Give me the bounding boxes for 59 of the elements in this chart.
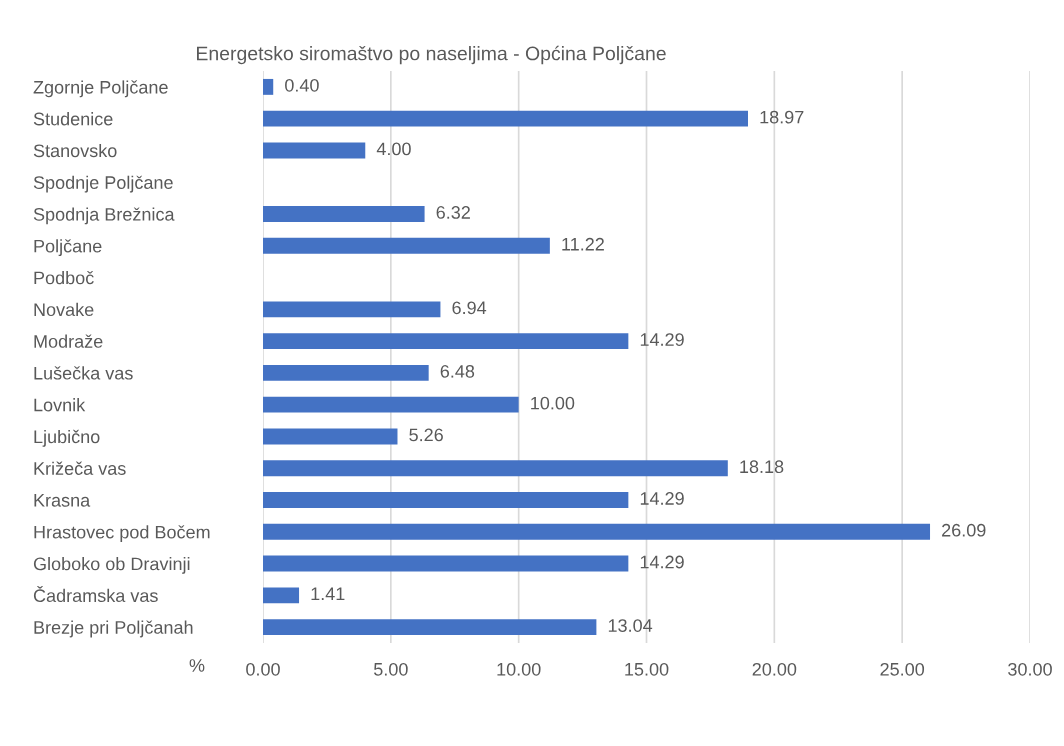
x-tick-label: 20.00 (752, 662, 797, 676)
y-tick-label: Križeča vas (34, 461, 126, 475)
x-tick-label: 5.00 (373, 662, 408, 676)
y-tick-label: Brezje pri Poljčanah (34, 620, 193, 638)
data-label: 18.18 (740, 460, 784, 474)
y-tick-label: Novake (34, 302, 94, 317)
data-label: 26.09 (942, 523, 986, 537)
data-label: 14.29 (640, 492, 684, 505)
y-tick-label: Hrastovec pod Bočem (34, 525, 210, 543)
x-tick-label: 0.00 (246, 662, 280, 676)
y-tick-label: Modraže (34, 334, 103, 348)
y-tick-label: Spodnja Brežnica (33, 207, 175, 225)
data-label: 14.29 (640, 333, 684, 346)
y-tick-label: Stanovsko (33, 143, 117, 158)
y-tick-label: Studenice (33, 112, 113, 126)
y-tick-label: Ljubično (34, 429, 100, 447)
x-tick-label: 15.00 (625, 662, 669, 676)
data-label: 14.29 (640, 555, 684, 569)
data-label: 11.22 (562, 237, 604, 251)
y-tick-label: Krasna (34, 494, 91, 507)
bar (263, 555, 629, 572)
x-tick-label: 10.00 (497, 662, 541, 676)
x-axis-title: % (189, 659, 205, 672)
bar (263, 237, 550, 254)
chart-title: Energetsko siromaštvo po naseljima - Općina Poljčane (197, 45, 666, 65)
bar (263, 78, 274, 95)
bar (263, 333, 629, 350)
bar (263, 619, 597, 636)
bar (263, 364, 429, 381)
y-tick-label: Poljčane (34, 239, 102, 257)
bar (263, 587, 300, 604)
data-label: 6.94 (452, 301, 487, 315)
y-tick-label: Globoko ob Dravinji (33, 557, 190, 574)
data-label: 13.04 (608, 619, 653, 632)
data-label: 0.40 (285, 78, 319, 92)
data-label: 6.48 (440, 364, 475, 378)
bar (263, 301, 441, 318)
bar (263, 142, 366, 159)
data-label: 10.00 (531, 396, 575, 410)
bar (263, 428, 398, 445)
bar (263, 492, 629, 508)
bar (263, 396, 519, 413)
x-tick-label: 25.00 (880, 662, 925, 676)
data-label: 4.00 (376, 142, 411, 156)
data-label: 5.26 (409, 428, 443, 442)
bar (263, 460, 728, 477)
y-tick-label: Podboč (34, 270, 94, 285)
data-label: 1.41 (311, 587, 345, 600)
y-tick-label: Spodnje Poljčane (33, 175, 173, 193)
y-tick-label: Čadramska vas (33, 586, 158, 603)
y-tick-label: Lušečka vas (34, 366, 133, 380)
data-label: 18.97 (760, 110, 804, 124)
y-tick-label: Zgornje Poljčane (33, 80, 168, 98)
bar (263, 206, 425, 222)
data-label: 6.32 (436, 206, 470, 219)
x-tick-label: 30.00 (1008, 662, 1052, 676)
bar (263, 110, 748, 127)
bar (263, 523, 931, 540)
y-tick-label: Lovnik (34, 398, 86, 412)
